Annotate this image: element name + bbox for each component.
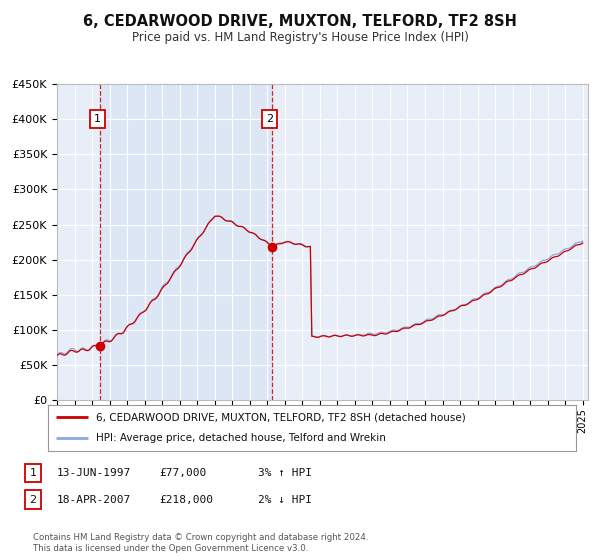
Text: £218,000: £218,000: [159, 494, 213, 505]
Text: 1: 1: [94, 114, 101, 124]
Text: 13-JUN-1997: 13-JUN-1997: [57, 468, 131, 478]
Text: 3% ↑ HPI: 3% ↑ HPI: [258, 468, 312, 478]
Text: Contains HM Land Registry data © Crown copyright and database right 2024.
This d: Contains HM Land Registry data © Crown c…: [33, 533, 368, 553]
Text: £77,000: £77,000: [159, 468, 206, 478]
Text: 6, CEDARWOOD DRIVE, MUXTON, TELFORD, TF2 8SH (detached house): 6, CEDARWOOD DRIVE, MUXTON, TELFORD, TF2…: [95, 412, 465, 422]
Text: 2: 2: [29, 494, 37, 505]
Text: 18-APR-2007: 18-APR-2007: [57, 494, 131, 505]
Text: 6, CEDARWOOD DRIVE, MUXTON, TELFORD, TF2 8SH: 6, CEDARWOOD DRIVE, MUXTON, TELFORD, TF2…: [83, 14, 517, 29]
Bar: [100, 84, 272, 400]
Text: 2% ↓ HPI: 2% ↓ HPI: [258, 494, 312, 505]
Text: Price paid vs. HM Land Registry's House Price Index (HPI): Price paid vs. HM Land Registry's House …: [131, 31, 469, 44]
Text: HPI: Average price, detached house, Telford and Wrekin: HPI: Average price, detached house, Telf…: [95, 433, 385, 444]
Text: 1: 1: [29, 468, 37, 478]
Text: 2: 2: [266, 114, 274, 124]
